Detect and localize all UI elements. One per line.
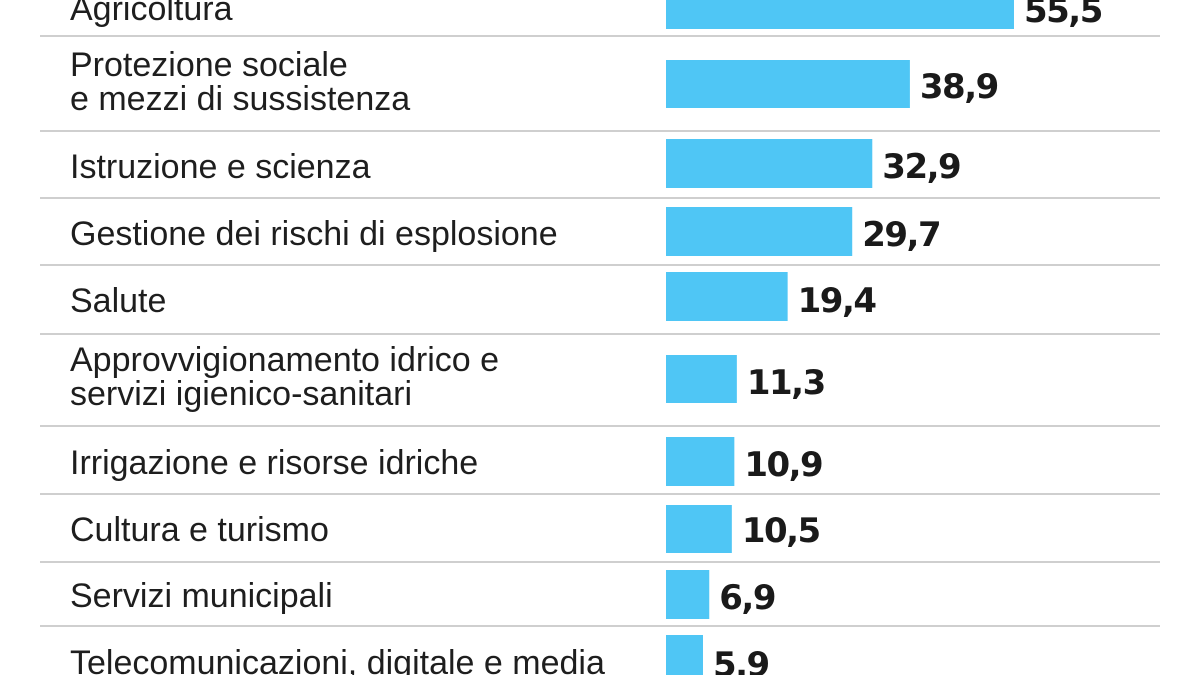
bar-row-10 — [666, 635, 703, 675]
category-label-row-10: Telecomunicazioni, digitale e media — [70, 644, 605, 675]
category-label-row-6: Approvvigionamento idrico e servizi igien… — [70, 341, 499, 413]
value-labels: 55,5 38,9 32,9 29,7 19,4 11,3 10,9 10,5 6,9 5,9 — [713, 0, 1103, 675]
value-label-row-7: 10,9 — [744, 445, 822, 485]
category-label-row-8: Cultura e turismo — [70, 511, 329, 549]
value-label-row-3: 32,9 — [882, 147, 960, 187]
bar-row-6 — [666, 355, 737, 403]
row-separators — [40, 35, 1160, 627]
category-label-row-2: Protezione sociale e mezzi di sussistenza — [70, 46, 410, 118]
value-label-row-1: 55,5 — [1024, 0, 1102, 31]
category-label-row-1: Agricoltura — [70, 0, 233, 28]
value-label-row-6: 11,3 — [747, 363, 825, 403]
bar-row-4 — [666, 207, 853, 256]
category-labels: Agricoltura Protezione sociale e mezzi di … — [70, 0, 605, 675]
value-label-row-9: 6,9 — [719, 578, 775, 618]
value-label-row-2: 38,9 — [920, 67, 998, 107]
bar-row-8 — [666, 505, 732, 553]
value-label-row-10: 5,9 — [713, 645, 769, 675]
category-label-row-9: Servizi municipali — [70, 577, 333, 615]
bars-group — [666, 0, 1014, 675]
bar-row-3 — [666, 139, 873, 188]
bar-row-2 — [666, 60, 910, 108]
bar-row-9 — [666, 570, 710, 619]
category-label-row-7: Irrigazione e risorse idriche — [70, 444, 478, 482]
value-label-row-5: 19,4 — [798, 281, 877, 321]
bar-row-5 — [666, 272, 788, 321]
bar-row-7 — [666, 437, 735, 486]
category-label-row-3: Istruzione e scienza — [70, 148, 371, 186]
category-label-row-5: Salute — [70, 282, 166, 320]
value-label-row-8: 10,5 — [742, 511, 820, 551]
bar-row-1 — [666, 0, 1014, 29]
category-label-row-4: Gestione dei rischi di esplosione — [70, 215, 558, 253]
value-label-row-4: 29,7 — [862, 215, 940, 255]
